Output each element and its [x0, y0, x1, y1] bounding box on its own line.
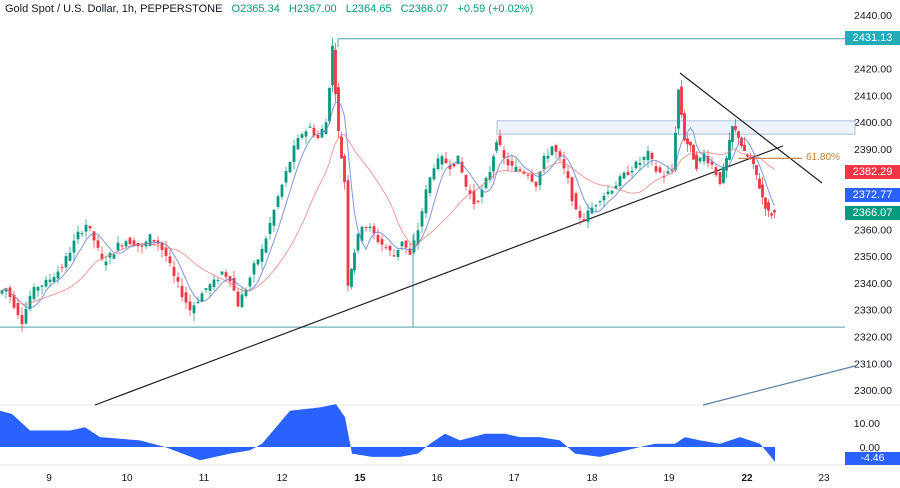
time-tick: 9 — [46, 473, 52, 484]
price-tick: 2420.00 — [854, 64, 892, 76]
price-tick: 2330.00 — [854, 305, 892, 317]
price-tick: 2350.00 — [854, 251, 892, 263]
time-tick: 16 — [431, 473, 443, 484]
price-tick: 2320.00 — [854, 331, 892, 343]
time-tick: 15 — [354, 473, 366, 484]
price-tick: 2410.00 — [854, 90, 892, 102]
time-tick: 22 — [741, 473, 753, 484]
oscillator-value-tag: -4.46 — [845, 452, 900, 465]
time-tick: 12 — [276, 473, 288, 484]
oscillator-tick: 10.00 — [854, 418, 880, 430]
ma-fast-tag: 2372.77 — [845, 188, 900, 202]
ohlc-low: L2364.65 — [345, 3, 392, 15]
ohlc-high: H2367.00 — [288, 3, 337, 15]
time-tick: 18 — [586, 473, 598, 484]
time-tick: 19 — [663, 473, 675, 484]
time-tick: 17 — [508, 473, 520, 484]
time-tick: 10 — [121, 473, 133, 484]
price-tick: 2310.00 — [854, 358, 892, 370]
last-price-tag: 2366.07 — [845, 206, 900, 220]
symbol-title: Gold Spot / U.S. Dollar, 1h, PEPPERSTONE — [5, 3, 223, 15]
ohlc-open: O2365.34 — [231, 3, 280, 15]
oscillator-area — [0, 404, 775, 462]
price-tick: 2340.00 — [854, 278, 892, 290]
ma-slow-line — [1, 133, 775, 306]
chart-header: Gold Spot / U.S. Dollar, 1h, PEPPERSTONE… — [5, 3, 533, 15]
price-tick: 2300.00 — [854, 385, 892, 397]
ohlc-close: C2366.07 — [400, 3, 449, 15]
price-tick: 2360.00 — [854, 224, 892, 236]
oscillator-tick: 0.00 — [860, 442, 881, 454]
level-tag-2431: 2431.13 — [845, 31, 900, 45]
price-tick: 2400.00 — [854, 117, 892, 129]
time-tick: 11 — [199, 473, 210, 484]
price-tick: 2440.00 — [854, 10, 892, 22]
ma-slow-tag: 2382.29 — [845, 165, 900, 179]
fib-618-label: 61.80% — [806, 152, 840, 163]
time-tick: 23 — [818, 473, 830, 484]
price-tick: 2390.00 — [854, 144, 892, 156]
price-change: +0.59 (+0.02%) — [457, 3, 534, 15]
